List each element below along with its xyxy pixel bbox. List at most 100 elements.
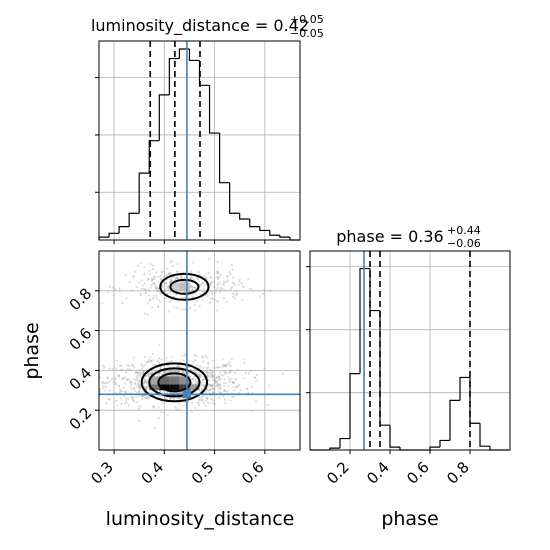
scatter-point [249,287,252,290]
histogram-bar [459,376,470,401]
scatter-point [170,278,173,281]
scatter-point [151,371,154,374]
scatter-point [244,371,248,375]
scatter-point [146,372,149,375]
scatter-point [209,282,212,285]
scatter-point [228,377,231,381]
y-tick-label: 0.4 [66,364,96,394]
scatter-point [170,359,173,363]
scatter-point [210,376,214,379]
scatter-point [199,376,202,379]
scatter-point [159,367,162,370]
scatter-point [151,279,154,282]
scatter-point [217,272,220,275]
scatter-point [235,293,238,296]
scatter-point [123,376,126,379]
scatter-point [216,270,220,274]
scatter-point [163,288,166,291]
scatter-point [144,380,147,383]
scatter-point [216,300,219,303]
scatter-point [145,385,148,388]
scatter-point [194,379,197,383]
scatter-point [226,279,229,282]
scatter-point [169,278,172,281]
y-tick-label: 0.6 [66,324,96,354]
scatter-point [166,285,169,288]
scatter-point [125,369,128,372]
scatter-point [113,288,117,291]
scatter-point [194,381,198,385]
scatter-point [196,380,199,383]
scatter-point [210,375,213,378]
scatter-point [192,286,195,289]
scatter-point [121,302,124,305]
scatter-point [221,363,224,366]
scatter-point [241,298,244,302]
scatter-point [172,398,176,401]
scatter-point [193,304,196,307]
density-cell [159,384,170,391]
scatter-point [254,376,257,380]
scatter-point [250,410,253,413]
scatter-point [183,372,186,375]
scatter-point [163,289,166,293]
scatter-point [158,372,161,376]
scatter-point [133,400,136,403]
scatter-point [209,388,212,391]
scatter-point [184,280,187,283]
scatter-point [198,372,201,376]
scatter-point [160,277,163,281]
scatter-point [123,402,127,405]
scatter-point [201,384,205,387]
scatter-point [151,405,154,408]
scatter-point [206,371,209,374]
scatter-point [238,391,241,394]
scatter-point [217,277,220,281]
scatter-point [195,286,198,289]
scatter-point [126,368,129,371]
scatter-point [174,406,177,409]
scatter-point [130,369,133,372]
scatter-point [122,394,126,398]
scatter-point [145,375,148,378]
scatter-point [191,402,194,405]
scatter-point [123,382,127,385]
scatter-point [157,361,161,364]
scatter-point [215,288,218,291]
scatter-point [132,387,135,390]
scatter-point [243,285,246,288]
scatter-point [124,399,128,402]
scatter-point [212,375,215,378]
scatter-point [210,372,214,375]
scatter-point [131,397,134,400]
scatter-point [132,356,136,359]
scatter-point [102,387,105,390]
scatter-point [224,371,227,374]
scatter-point [155,284,158,287]
scatter-point [232,276,235,279]
scatter-point [101,382,104,385]
scatter-point [112,294,115,297]
scatter-point [218,281,221,284]
scatter-point [140,262,143,265]
scatter-point [148,269,151,272]
scatter-point [216,283,219,286]
scatter-point [205,396,208,399]
scatter-point [140,362,143,366]
scatter-point [126,364,129,367]
scatter-point [210,383,214,387]
scatter-point [212,388,215,391]
scatter-point [226,275,230,278]
scatter-point [108,389,111,392]
histogram-bar [279,235,290,238]
scatter-point [192,261,195,264]
scatter-point [133,366,136,369]
scatter-point [157,406,160,409]
scatter-point [153,282,156,285]
scatter-point [208,385,211,388]
scatter-point [231,268,234,271]
density-cell [149,384,160,391]
scatter-point [164,281,167,284]
scatter-point [168,271,171,274]
histogram-bar [429,446,440,450]
